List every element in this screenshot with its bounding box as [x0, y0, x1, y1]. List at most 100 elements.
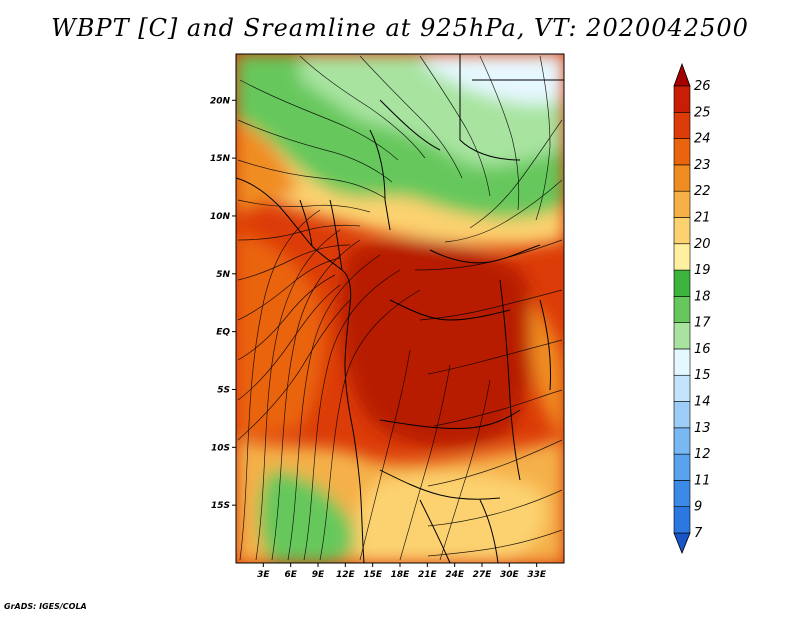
border	[459, 54, 521, 161]
streamline	[535, 55, 551, 221]
lon-tick-label: 24E	[445, 570, 465, 580]
border	[379, 469, 501, 500]
colorbar-label: 24	[694, 132, 711, 147]
border	[369, 129, 391, 231]
colorbar-label: 7	[694, 526, 703, 541]
border	[329, 199, 343, 271]
border	[419, 499, 451, 563]
colorbar-swatch	[673, 427, 691, 455]
lat-tick-label: 15N	[210, 154, 231, 164]
east-orange-edge	[530, 300, 564, 440]
border	[299, 199, 313, 247]
streamline	[427, 439, 563, 487]
streamline	[359, 349, 411, 561]
lon-tick-label: 6E	[284, 570, 297, 580]
border	[389, 299, 511, 321]
streamline	[427, 489, 563, 527]
colorbar-label: 26	[694, 79, 711, 94]
lon-tick-label: 33E	[527, 570, 547, 580]
colorbar-label: 17	[694, 316, 711, 331]
streamlines	[237, 55, 563, 561]
streamline	[237, 159, 386, 199]
lat-tick-label: 5S	[217, 385, 230, 395]
lon-tick-label: 18E	[391, 570, 411, 580]
colorbar-label: 12	[694, 447, 711, 462]
colorbar-swatch	[673, 217, 691, 245]
streamline	[433, 389, 563, 427]
colorbar-swatch	[673, 243, 691, 271]
colorbar-swatch	[673, 374, 691, 402]
west-warm-region	[236, 230, 324, 440]
west-orange-band	[236, 120, 300, 215]
border	[479, 499, 499, 563]
longitude-ticks: 3E 6E 9E 12E 15E 18E 21E 24E 27E 30E 33E	[257, 563, 547, 580]
colorbar-swatch	[673, 322, 691, 350]
lat-tick-label: 20N	[210, 96, 231, 106]
colorbar-label: 19	[694, 263, 711, 278]
colorbar-swatch	[673, 190, 691, 218]
streamline	[255, 229, 341, 561]
streamline	[419, 55, 491, 197]
lat-tick-label: 15S	[211, 501, 230, 511]
footer-credit: GrADS: IGES/COLA	[4, 602, 87, 611]
colorbar-label: 18	[694, 289, 711, 304]
streamline	[427, 529, 563, 557]
border	[379, 409, 521, 429]
colorbar-label: 13	[694, 421, 711, 436]
streamline	[319, 289, 421, 561]
colorbar-label: 22	[694, 184, 711, 199]
lat-tick-label: 10N	[210, 212, 231, 222]
streamline	[303, 269, 401, 561]
lon-tick-label: 30E	[500, 570, 520, 580]
map-panel	[236, 54, 564, 563]
chart-title: WBPT [C] and Sreamline at 925hPa, VT: 20…	[51, 14, 749, 42]
streamline	[287, 254, 381, 561]
streamline	[237, 199, 371, 213]
latitude-ticks: 20N 15N 10N 5N EQ 5S 10S 15S	[210, 96, 236, 511]
streamline	[299, 55, 426, 159]
colorbar-swatch	[673, 506, 691, 534]
colorbar-under-triangle	[673, 532, 691, 555]
lon-tick-label: 3E	[257, 570, 270, 580]
wbpt-field	[236, 54, 564, 563]
streamline	[469, 119, 563, 229]
colorbar-swatch	[673, 138, 691, 166]
colorbar-swatch	[673, 85, 691, 113]
lon-tick-label: 27E	[473, 570, 493, 580]
colorbar-label: 9	[694, 500, 702, 515]
lon-tick-label: 15E	[363, 570, 383, 580]
streamline	[239, 79, 399, 161]
south-yellow-region	[355, 473, 546, 563]
streamline	[237, 119, 393, 183]
lat-tick-label: 10S	[211, 443, 230, 453]
streamline	[271, 239, 361, 561]
streamline	[237, 257, 341, 321]
colorbar-label: 25	[694, 105, 711, 120]
colorbar: 7 9 11 12 13 14 15 16 17 18 19 20 21 22 23 24 25 26	[673, 62, 711, 555]
colorbar-label: 16	[694, 342, 711, 357]
colorbar-label: 23	[694, 158, 711, 173]
coastline	[236, 177, 365, 563]
country-borders	[236, 54, 564, 563]
streamline	[399, 364, 451, 561]
colorbar-swatch	[673, 269, 691, 297]
colorbar-swatch	[673, 480, 691, 508]
colorbar-swatch	[673, 111, 691, 139]
streamline	[427, 339, 563, 375]
north-pale-region	[420, 54, 564, 105]
streamline	[237, 284, 341, 401]
colorbar-label: 15	[694, 368, 711, 383]
streamline	[444, 179, 563, 243]
border	[499, 279, 521, 481]
colorbar-swatch	[673, 296, 691, 323]
streamline	[237, 274, 336, 361]
colorbar-swatch	[673, 401, 691, 429]
lon-tick-label: 9E	[312, 570, 325, 580]
streamline	[479, 55, 520, 211]
southwest-green-region	[258, 470, 354, 563]
streamline	[237, 244, 351, 281]
streamline	[419, 289, 563, 321]
lon-tick-label: 21E	[418, 570, 438, 580]
lat-tick-label: EQ	[216, 328, 230, 338]
